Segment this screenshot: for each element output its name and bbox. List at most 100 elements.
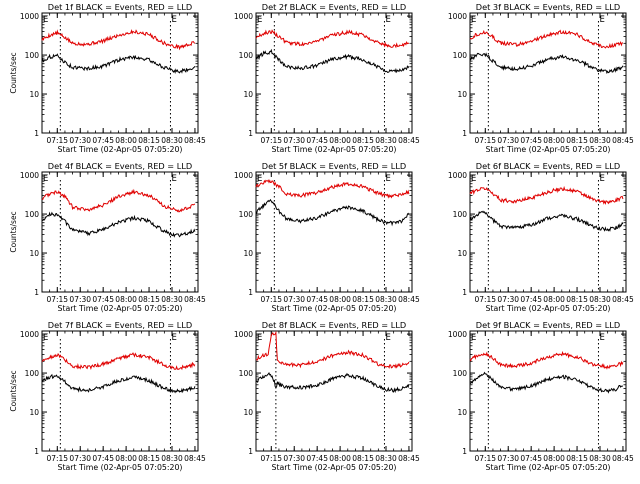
y-tick-label: 1000: [20, 330, 39, 339]
series-line-lld: [469, 350, 624, 370]
chart-panel-7f: Det 7f BLACK = Events, RED = LLD 1 10 100 10…: [9, 320, 206, 472]
y-tick-label: 1000: [234, 330, 253, 339]
series-line-lld: [255, 179, 410, 199]
x-tick-label: 08:15: [138, 295, 160, 304]
x-tick-label: 08:00: [329, 136, 351, 145]
y-axis-label: Counts/sec: [9, 52, 18, 93]
y-tick-label: 100: [25, 369, 40, 378]
x-tick-label: 08:15: [566, 136, 588, 145]
marker-label: E: [385, 15, 390, 25]
marker-label: E: [599, 15, 604, 25]
x-tick-label: 07:30: [283, 454, 305, 463]
chart-panel-6f: Det 6f BLACK = Events, RED = LLD 1 10 100 10…: [448, 161, 634, 313]
x-axis-label: Start Time (02-Apr-05 07:05:20): [58, 145, 183, 154]
x-tick-label: 07:15: [46, 295, 68, 304]
series-line-lld: [255, 330, 410, 369]
series-line-events: [41, 373, 196, 394]
chart-title: Det 6f BLACK = Events, RED = LLD: [476, 161, 620, 171]
y-tick-label: 100: [239, 210, 254, 219]
marker-label: E: [257, 174, 262, 184]
y-tick-label: 1: [248, 288, 253, 297]
x-tick-label: 08:45: [398, 454, 420, 463]
x-tick-label: 08:30: [161, 295, 183, 304]
y-tick-label: 100: [25, 51, 40, 60]
marker-label: E: [43, 174, 48, 184]
x-tick-label: 08:00: [115, 295, 137, 304]
series-line-events: [255, 198, 410, 227]
x-tick-label: 08:00: [543, 454, 565, 463]
y-tick-label: 10: [243, 408, 253, 417]
x-tick-label: 07:15: [474, 295, 496, 304]
marker-label: E: [257, 15, 262, 25]
marker-label: E: [471, 15, 476, 25]
series-line-lld: [41, 188, 196, 213]
chart-panel-9f: Det 9f BLACK = Events, RED = LLD 1 10 100 10…: [448, 320, 634, 472]
series-line-lld: [469, 29, 623, 49]
chart-title: Det 4f BLACK = Events, RED = LLD: [48, 161, 192, 171]
y-tick-label: 10: [29, 90, 39, 99]
y-tick-label: 10: [457, 90, 467, 99]
chart-panel-8f: Det 8f BLACK = Events, RED = LLD 1 10 100 10…: [234, 320, 420, 472]
chart-title: Det 1f BLACK = Events, RED = LLD: [48, 2, 192, 12]
y-axis-label: Counts/sec: [9, 370, 18, 411]
x-tick-label: 07:45: [520, 295, 542, 304]
series-line-events: [41, 211, 196, 238]
marker-label: E: [43, 333, 48, 343]
chart-title: Det 8f BLACK = Events, RED = LLD: [262, 320, 406, 330]
y-tick-label: 1: [248, 447, 253, 456]
x-axis-label: Start Time (02-Apr-05 07:05:20): [486, 463, 611, 472]
plot-frame: [469, 330, 627, 452]
y-tick-label: 1: [34, 129, 39, 138]
x-tick-label: 08:30: [589, 136, 611, 145]
y-tick-label: 1000: [234, 12, 253, 21]
plot-frame: [41, 330, 199, 452]
x-tick-label: 07:30: [283, 295, 305, 304]
y-tick-label: 1: [462, 129, 467, 138]
chart-panel-4f: Det 4f BLACK = Events, RED = LLD 1 10 100 10…: [9, 161, 206, 313]
x-tick-label: 08:00: [543, 136, 565, 145]
x-tick-label: 08:45: [398, 295, 420, 304]
x-tick-label: 08:15: [352, 136, 374, 145]
marker-label: E: [599, 174, 604, 184]
series-line-lld: [41, 352, 196, 371]
x-tick-label: 08:15: [138, 136, 160, 145]
x-tick-label: 08:30: [375, 454, 397, 463]
x-axis-label: Start Time (02-Apr-05 07:05:20): [58, 463, 183, 472]
x-tick-label: 07:15: [46, 136, 68, 145]
plot-frame: [255, 330, 413, 452]
series-line-events: [469, 210, 624, 232]
x-tick-label: 07:15: [260, 454, 282, 463]
x-tick-label: 08:45: [612, 136, 634, 145]
y-tick-label: 1000: [234, 171, 253, 180]
plot-frame: [255, 12, 413, 134]
y-tick-label: 10: [243, 90, 253, 99]
chart-panel-3f: Det 3f BLACK = Events, RED = LLD 1 10 100 10…: [448, 2, 634, 154]
x-tick-label: 08:00: [115, 136, 137, 145]
x-tick-label: 07:30: [283, 136, 305, 145]
x-tick-label: 08:45: [398, 136, 420, 145]
y-tick-label: 10: [457, 408, 467, 417]
x-tick-label: 08:30: [589, 454, 611, 463]
x-tick-label: 07:15: [260, 136, 282, 145]
x-tick-label: 07:30: [69, 454, 91, 463]
chart-title: Det 5f BLACK = Events, RED = LLD: [262, 161, 406, 171]
plot-frame: [41, 12, 199, 134]
marker-label: E: [385, 333, 390, 343]
y-tick-label: 100: [453, 210, 468, 219]
x-tick-label: 08:45: [184, 295, 206, 304]
x-tick-label: 07:30: [497, 136, 519, 145]
x-tick-label: 07:45: [520, 454, 542, 463]
marker-label: E: [599, 333, 604, 343]
y-tick-label: 100: [239, 369, 254, 378]
plot-frame: [41, 171, 199, 293]
marker-label: E: [471, 174, 476, 184]
series-line-events: [255, 48, 410, 74]
y-tick-label: 100: [25, 210, 40, 219]
y-tick-label: 1: [462, 447, 467, 456]
x-tick-label: 08:45: [184, 454, 206, 463]
y-axis-label: Counts/sec: [9, 211, 18, 252]
marker-label: E: [171, 333, 176, 343]
x-tick-label: 07:30: [69, 295, 91, 304]
series-line-lld: [255, 29, 410, 49]
